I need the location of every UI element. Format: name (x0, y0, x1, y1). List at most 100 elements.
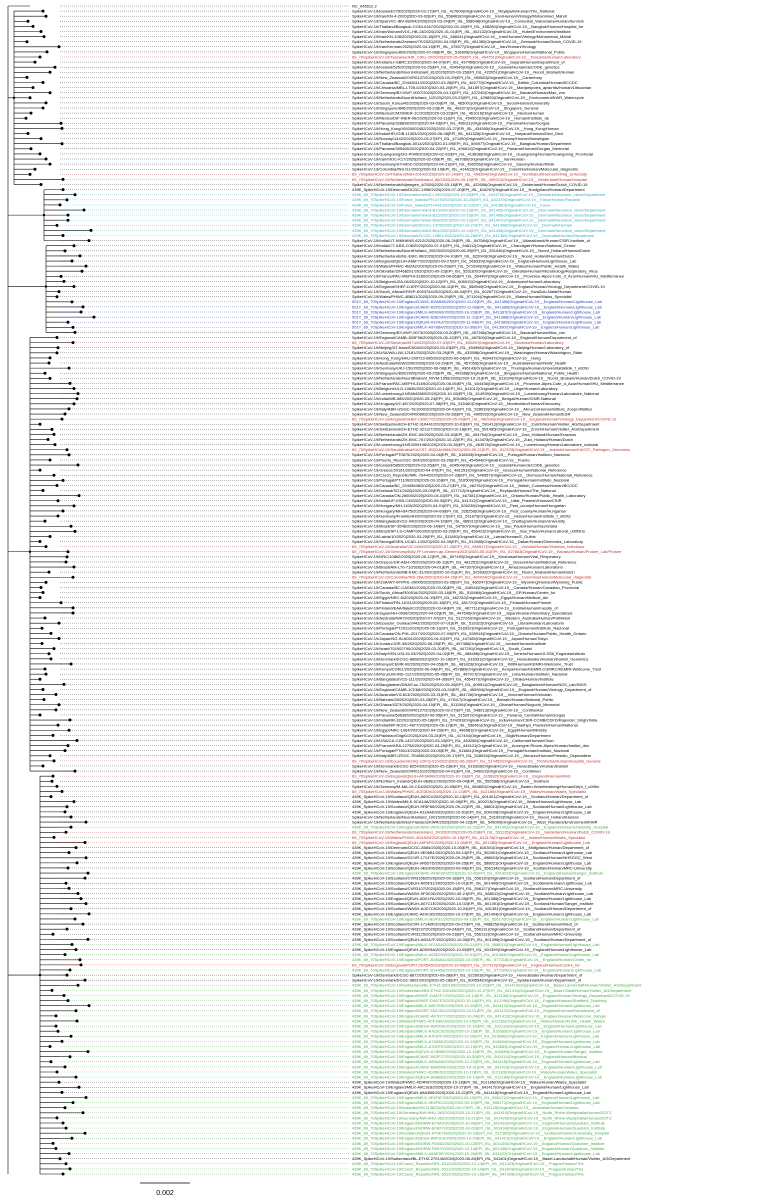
leaf-label: 439K_SpikeHCoV-19/Scotland/QEUH-A05F31/2… (352, 881, 593, 886)
leaf-label: SpikeHCoV-19/Brazil/AM-L70-71/2020|2020-… (352, 564, 564, 569)
leaf-label: SpikeHCoV-19/Pakistan/Gilgit1/2020|2020-… (352, 733, 551, 738)
leaf-label: SpikeHCoV-19/Iran/Wuhan/IVDC-HB-13/2020|… (352, 29, 572, 34)
leaf-node (73, 917, 77, 921)
leaf-label: SpikeHCoV-19/Finland/FIN-11011/2020|2020… (352, 600, 551, 605)
leaf-node (86, 871, 90, 875)
leaf-label: SpikeHCoV-19/Iceland/525/2020|2020-03-25… (352, 65, 559, 70)
leaf-label: SpikeHCoV-19/Greece/GR-AEH-05/2020|2020-… (352, 559, 577, 564)
leaf-label: SpikeHCoV-19/Germany/FrankfurtH/2020|202… (352, 513, 572, 518)
leaf-label: SpikeHCoV-19/Singapore/809/2020|2020-07-… (352, 49, 565, 54)
leaf-label: 439K_SpikeHCoV-19/Scotland/CVR3225/2020|… (352, 932, 582, 937)
leaf-label: 439K_SpikeHCoV-19/Scotland/WASH-A0D7C8/2… (352, 906, 592, 911)
leaf-label: 69_70SpikeHCoV-19/Germany/BAV-FFr-eindem… (352, 549, 622, 554)
leaf-node (63, 412, 67, 416)
leaf-node (64, 1162, 68, 1166)
leaf-label: 439K_SpikeHCoV-19/England/CAMC-AF9C65/20… (352, 911, 592, 916)
leaf-label: 439K_69_70SpikeHCoV-19/Switzerland/BL-ET… (352, 983, 642, 988)
leaf-label: SpikeHCoV-19/Finland/EAA/Italy/IC/2020|2… (352, 605, 558, 610)
leaf-node (50, 988, 54, 992)
leaf-node (84, 902, 88, 906)
leaf-label: 439K_SpikeHCoV-19/England/QEUH-9F6D7D/20… (352, 860, 592, 865)
leaf-label: SpikeHCoV-19/India/UT-NIMHANS-6212/2020|… (352, 238, 591, 243)
leaf-label: SpikeHCoV-19/Uruguay/UY-487/2020|2020-07… (352, 401, 560, 406)
leaf-label: SpikeHCoV-19/Australia/NSW3200/2020|2020… (352, 360, 566, 365)
leaf-node (56, 1029, 60, 1033)
leaf-node (78, 958, 82, 962)
leaf-label: 69_70SpikeHCoV-19/Colombia/INS-26A/2020|… (352, 575, 591, 580)
leaf-label: 439K_69_70SpikeHCoV-19/Australia/VIC2138… (352, 1105, 579, 1110)
leaf-label: SpikeHCoV-19/Netherlands/Noord-Brabant_8… (352, 70, 574, 75)
leaf-node (44, 101, 48, 105)
leaf-label: 439K_69_70SpikeHCoV-19/England/MILK-A9AE… (352, 1151, 601, 1156)
leaf-node (39, 585, 43, 589)
leaf-node (64, 560, 68, 564)
leaf-node (68, 381, 72, 385)
leaf-node (59, 274, 63, 278)
leaf-node (44, 545, 48, 549)
leaf-node (76, 392, 80, 396)
leaf-label: 439K_SpikeHCoV-19/Scotland/GCVR-17148F/2… (352, 921, 579, 926)
leaf-label: 439K_SpikeHCoV-19/Scotland/QEUH-9E06B1/2… (352, 850, 593, 855)
leaf-node (55, 351, 59, 355)
leaf-label: 439K_69_70SpikeHCoV-19/Czech_Republic/NR… (352, 1171, 584, 1176)
leaf-node (28, 96, 32, 100)
leaf-node (49, 795, 53, 799)
leaf-node (74, 948, 78, 952)
leaf-label: 439K_69_70SpikeHCoV-19/England/NORW-F045… (352, 1141, 605, 1146)
leaf-node (61, 509, 65, 513)
leaf-label: SpikeHCoV-19/England/CAMB-1CE68/2020|202… (352, 687, 592, 692)
leaf-node (70, 942, 74, 946)
leaf-label: 439K_SpikeHCoV-19/Switzerland/BL-ETHZ-27… (352, 1156, 631, 1161)
leaf-label: SpikeHCoV-19/Netherlands/West-Flanders/K… (352, 819, 598, 824)
leaf-node (41, 591, 45, 595)
clade-node (38, 973, 42, 977)
leaf-label: 439K_69_70SpikeHCoV-19/England/SHEF-D4A7… (352, 998, 607, 1003)
leaf-node (66, 550, 70, 554)
leaf-node (44, 580, 48, 584)
leaf-node (60, 417, 64, 421)
leaf-label: 439K_SpikeHCoV-19/Scotland/CVR3237/2020|… (352, 927, 581, 932)
leaf-node (62, 279, 66, 283)
leaf-node (56, 723, 60, 727)
leaf-node (67, 851, 71, 855)
leaf-label: 439K_SpikeHCoV-19/Scotland/QEUH-A69C4/20… (352, 794, 589, 799)
leaf-label: SpikeHCoV-19/Brazil/SP-3548/2020|2020-06… (352, 524, 558, 529)
leaf-node (38, 677, 42, 681)
leaf-node (58, 203, 62, 207)
leaf-node (83, 1131, 87, 1135)
leaf-label: 439K_SpikeHCoV-19/Scotland/CVR3107/2020|… (352, 886, 582, 891)
leaf-node (40, 626, 44, 630)
leaf-node (68, 718, 72, 722)
leaf-node (52, 647, 56, 651)
leaf-node (58, 1157, 62, 1161)
leaf-node (47, 570, 51, 574)
leaf-label: SpikeHCoV-19/Egypt/NRC-1064/2020|2020-04… (352, 728, 547, 733)
leaf-node (38, 713, 42, 717)
leaf-label: SpikeHCoV-19/Portugal/PT1106/2020|2020-0… (352, 478, 569, 483)
leaf-labels: NC_045512.2SpikeHCoV-19/Iceland/278/2020… (352, 3, 642, 1176)
leaf-node (69, 907, 73, 911)
leaf-node (48, 70, 52, 74)
leaf-node (69, 1034, 73, 1038)
leaf-node (69, 524, 73, 528)
leaf-label: 439K_SpikeHCoV-19/Wales/MILK-9CA14A/2020… (352, 799, 582, 804)
leaf-label: 439K_69_70SpikeHCoV-19/England/MILK-A7A0… (352, 1039, 601, 1044)
leaf-label: 439K_69_70SpikeHCoV-19/England/MILK-A7F6… (352, 1034, 600, 1039)
leaf-node (48, 356, 52, 360)
leaf-label: SpikeHCoV-19/New_Zealand/20VR0127/2020|2… (352, 707, 543, 712)
leaf-node (72, 244, 76, 248)
leaf-node (66, 213, 70, 217)
leaf-node (65, 973, 69, 977)
leaf-label: SpikeHCoV-19/Canada/BC_20442611/2020|202… (352, 80, 578, 85)
leaf-label: 69_70SpikeHCoV-19/Netherlands/Gelderland… (352, 177, 587, 182)
leaf-label: 439K_69_70SpikeHCoV-19/England/CAMC-B02F… (352, 1054, 587, 1059)
leaf-node (75, 397, 79, 401)
leaf-node (52, 473, 56, 477)
leaf-label: SpikeHCoV-19/England/QEUH-A66F7/2020|202… (352, 258, 577, 263)
leaf-label: 439K_SpikeHCoV-19/Scotland/QEUH-9EE006/2… (352, 865, 592, 870)
leaf-label: 69_70SpikeHCoV-19/Australia/VIC1496/2020… (352, 544, 584, 549)
leaf-label: 69_70SpikeHCoV-19/England/SHEF-CB0C7/202… (352, 417, 617, 422)
leaf-node (63, 1065, 67, 1069)
leaf-node (49, 1060, 53, 1064)
